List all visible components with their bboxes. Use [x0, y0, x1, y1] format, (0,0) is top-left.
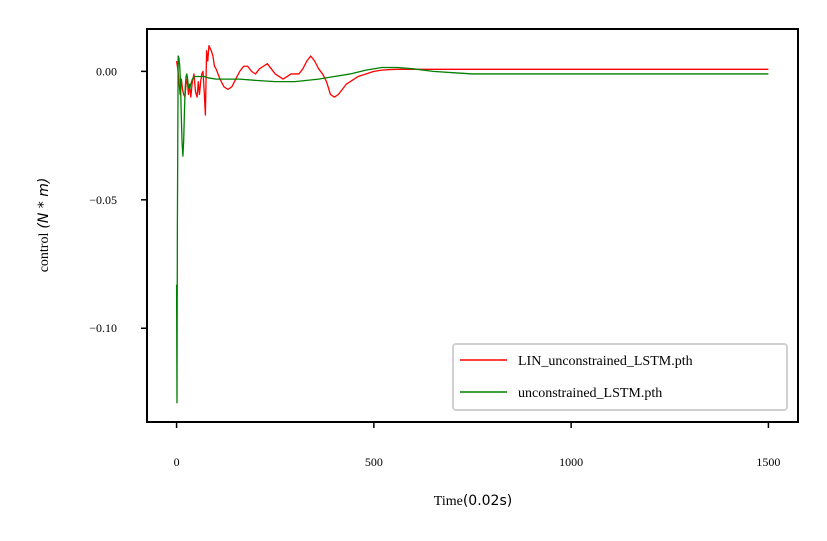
- y-axis-label: control: [37, 233, 52, 273]
- x-axis-title: Time(0.02s): [434, 493, 512, 509]
- legend-label-unconstrained: unconstrained_LSTM.pth: [518, 386, 662, 401]
- series-layer: [175, 45, 769, 404]
- series-line-0: [175, 45, 769, 116]
- x-tick-label: 0: [174, 455, 180, 469]
- ticks-layer: 0 500 1000 1500 0.00 −0.05 −0.10: [89, 64, 780, 469]
- x-tick-label: 1000: [559, 455, 583, 469]
- x-tick-label: 500: [365, 455, 383, 469]
- plot-frame: [146, 28, 799, 423]
- series-line-1: [175, 55, 769, 404]
- y-axis-title: control (N * m): [36, 178, 52, 273]
- x-tick-label: 1500: [756, 455, 780, 469]
- legend-box: [452, 343, 788, 411]
- y-tick-label: −0.10: [89, 321, 117, 335]
- y-tick-label: 0.00: [96, 64, 117, 78]
- x-axis-label: Time: [434, 494, 463, 509]
- y-axis-unit: (N * m): [36, 178, 52, 229]
- y-tick-label: −0.05: [89, 193, 117, 207]
- x-axis-unit: (0.02s): [463, 493, 512, 509]
- legend-label-lin: LIN_unconstrained_LSTM.pth: [518, 354, 693, 369]
- legend: LIN_unconstrained_LSTM.pth unconstrained…: [452, 343, 788, 411]
